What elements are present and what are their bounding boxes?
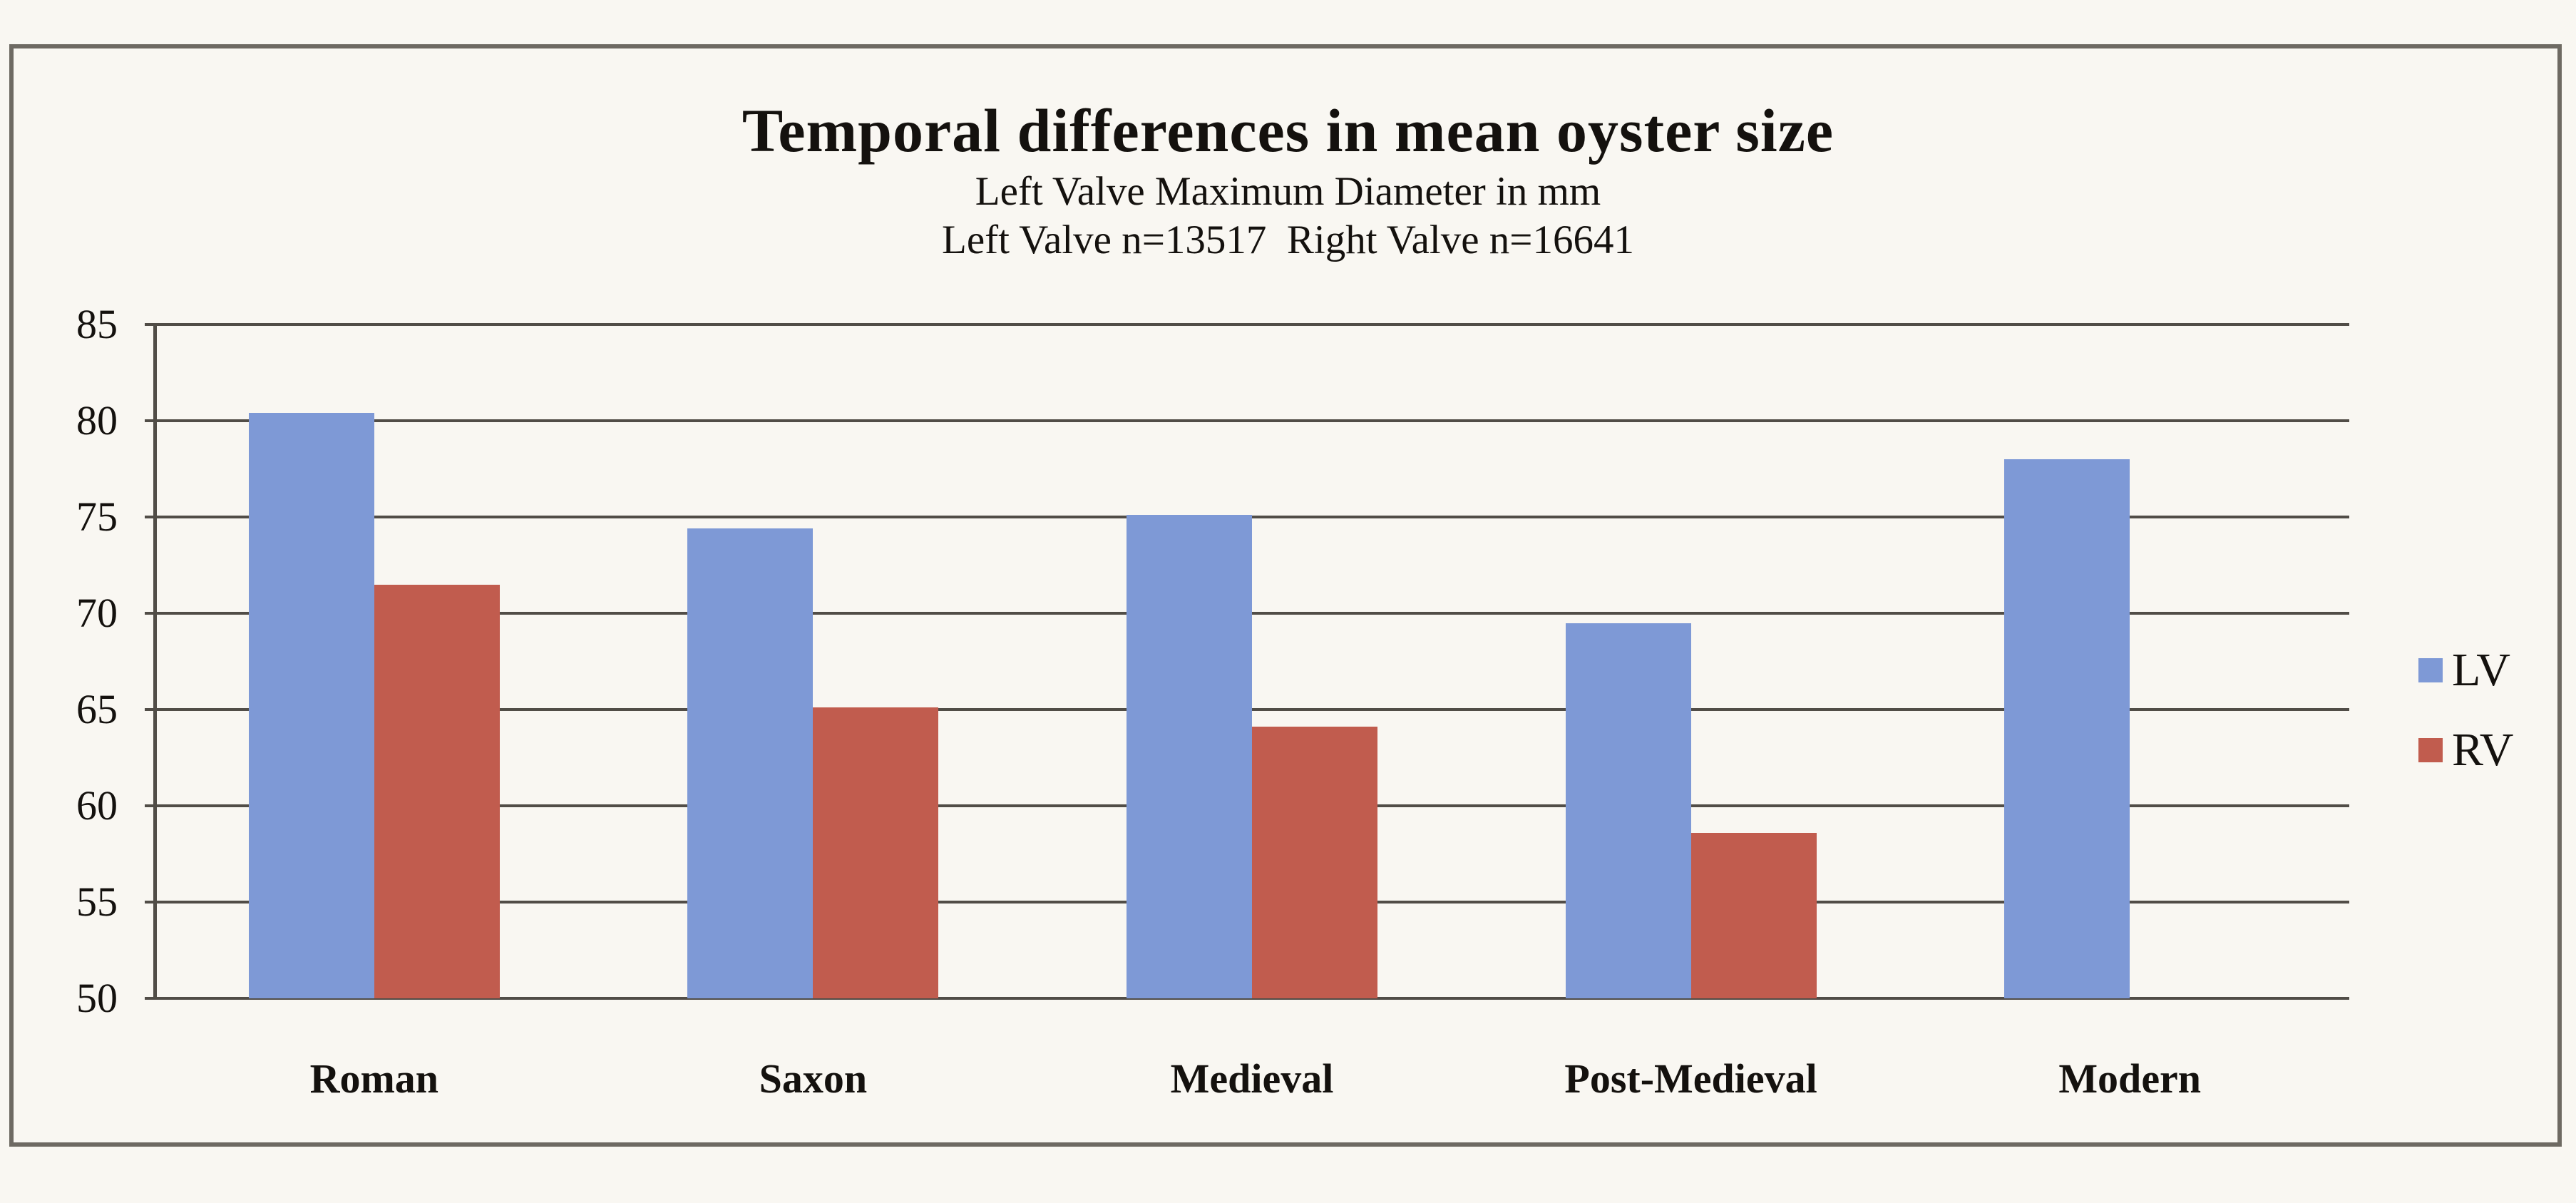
gridline-70: [155, 612, 2349, 615]
chart-subtitle-units: Left Valve Maximum Diameter in mm: [975, 169, 1601, 214]
x-axis-category-label-roman: Roman: [309, 1055, 439, 1102]
y-axis-tick-60: [145, 804, 155, 807]
page-border-frame: [9, 44, 2562, 1147]
legend: LV RV: [2418, 645, 2568, 805]
legend-label-rv: RV: [2452, 724, 2514, 776]
bar-rv-saxon: [813, 707, 939, 998]
y-axis-tick-label-50: 50: [76, 975, 118, 1021]
y-axis-tick-65: [145, 708, 155, 711]
x-axis-category-label-medieval: Medieval: [1170, 1055, 1334, 1102]
gridline-80: [155, 419, 2349, 422]
y-axis-tick-55: [145, 901, 155, 903]
y-axis-tick-85: [145, 323, 155, 326]
x-axis-category-label-saxon: Saxon: [759, 1055, 868, 1102]
x-axis-category-label-modern: Modern: [2058, 1055, 2202, 1102]
chart-subtitle-sample-sizes: Left Valve n=13517 Right Valve n=16641: [942, 217, 1634, 262]
legend-label-lv: LV: [2452, 644, 2510, 696]
y-axis-tick-70: [145, 612, 155, 615]
y-axis-tick-label-80: 80: [76, 397, 118, 444]
y-axis-tick-75: [145, 516, 155, 518]
y-axis-tick-label-65: 65: [76, 686, 118, 732]
y-axis-tick-label-85: 85: [76, 301, 118, 347]
bar-rv-roman: [374, 584, 500, 998]
y-axis-tick-80: [145, 419, 155, 422]
bar-lv-medieval: [1127, 515, 1252, 998]
y-axis-tick-label-70: 70: [76, 590, 118, 636]
gridline-65: [155, 708, 2349, 711]
legend-swatch-lv-icon: [2418, 658, 2443, 682]
y-axis-line: [153, 324, 157, 1000]
bar-lv-post-medieval: [1565, 623, 1691, 998]
bar-rv-medieval: [1252, 727, 1377, 998]
bar-rv-post-medieval: [1690, 832, 1817, 998]
gridline-50: [155, 997, 2349, 1000]
bar-lv-modern: [2004, 459, 2130, 998]
chart-title: Temporal differences in mean oyster size: [742, 96, 1834, 165]
bar-lv-roman: [248, 413, 374, 998]
y-axis-tick-label-75: 75: [76, 493, 118, 540]
bar-lv-saxon: [687, 528, 814, 998]
gridline-85: [155, 323, 2349, 326]
legend-item-rv: RV: [2418, 725, 2568, 775]
gridline-75: [155, 516, 2349, 518]
legend-swatch-rv-icon: [2418, 738, 2443, 762]
legend-item-lv: LV: [2418, 645, 2568, 695]
x-axis-category-label-post-medieval: Post-Medieval: [1564, 1055, 1817, 1102]
y-axis-tick-label-55: 55: [76, 879, 118, 925]
y-axis-tick-label-60: 60: [76, 782, 118, 829]
y-axis-tick-50: [145, 997, 155, 1000]
